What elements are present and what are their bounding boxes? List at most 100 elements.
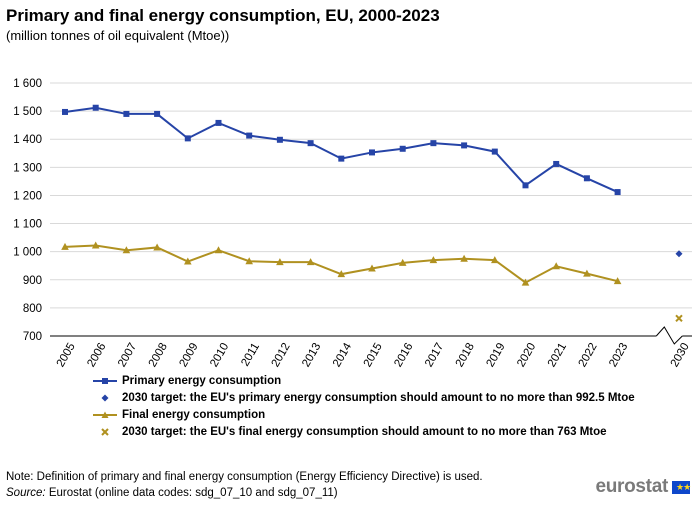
y-tick-label: 1 600 — [13, 78, 42, 90]
footnote: Note: Definition of primary and final en… — [6, 471, 483, 483]
y-tick-label: 700 — [23, 331, 42, 343]
legend-label-final-target: 2030 target: the EU's final energy consu… — [122, 425, 607, 438]
x-tick-label: 2006 — [85, 341, 108, 369]
primary-point — [522, 182, 529, 189]
x-tick-label: 2020 — [515, 341, 538, 369]
final-point — [521, 278, 530, 286]
final-point — [491, 256, 499, 264]
source-text: Eurostat (online data codes: sdg_07_10 a… — [45, 487, 338, 499]
final-point — [61, 242, 69, 250]
final-point — [583, 269, 591, 277]
chart-subtitle: (million tonnes of oil equivalent (Mtoe)… — [6, 28, 230, 43]
logo-text: eurostat — [595, 476, 668, 497]
primary-point — [62, 108, 68, 115]
y-tick-label: 1 300 — [13, 162, 42, 174]
chart-area: 700 800 900 1 000 1 100 1 200 1 300 1 400 1 500 1… — [13, 78, 692, 370]
series-markers — [61, 104, 683, 322]
x-tick-label: 2014 — [331, 341, 354, 370]
final-point — [613, 277, 622, 285]
final-point — [398, 258, 407, 266]
primary-point — [369, 149, 375, 156]
legend-label-primary-target: 2030 target: the EU's primary energy con… — [122, 391, 635, 404]
primary-energy-line — [64, 106, 619, 193]
source-line: Source: Eurostat (online data codes: sdg… — [6, 487, 338, 499]
gridlines — [50, 82, 692, 309]
x-axis-ticks: 2005 2006 2007 2008 2009 2010 2011 2012 2013 2014… — [55, 341, 692, 370]
y-tick-label: 800 — [23, 303, 42, 315]
legend-symbol-final-target — [101, 427, 109, 436]
primary-point — [276, 136, 283, 143]
final-point — [337, 270, 346, 278]
primary-point — [246, 132, 253, 139]
y-tick-label: 900 — [23, 275, 42, 287]
final-point — [153, 243, 161, 251]
x-axis — [50, 326, 692, 345]
final-point — [460, 254, 468, 262]
primary-point — [154, 110, 161, 117]
x-tick-label: 2018 — [454, 341, 477, 369]
final-point — [368, 264, 376, 272]
legend-label-final: Final energy consumption — [122, 408, 266, 421]
x-tick-label: 2007 — [116, 341, 139, 369]
x-tick-label: 2016 — [392, 341, 415, 369]
legend-item-final[interactable]: Final energy consumption — [92, 406, 635, 423]
primary-point — [583, 175, 590, 182]
legend: Primary energy consumption 2030 target: … — [92, 372, 635, 440]
x-tick-label: 2021 — [546, 341, 569, 369]
y-tick-label: 1 000 — [13, 247, 42, 259]
x-tick-label: 2010 — [208, 341, 231, 369]
x-tick-label: 2005 — [55, 341, 78, 369]
final-point — [306, 258, 315, 266]
primary-point — [184, 135, 191, 142]
primary-target-point — [675, 250, 683, 258]
x-tick-label: 2012 — [270, 341, 293, 369]
x-tick-label: 2030 — [669, 341, 692, 369]
legend-label-primary: Primary energy consumption — [122, 374, 282, 387]
legend-symbol-final — [93, 411, 117, 418]
y-tick-label: 1 400 — [13, 134, 42, 146]
y-tick-label: 1 100 — [13, 219, 42, 231]
eu-flag-icon: ★★ — [672, 480, 691, 494]
final-point — [91, 241, 100, 249]
x-tick-label: 2019 — [484, 341, 507, 369]
x-tick-label: 2009 — [177, 341, 200, 369]
x-tick-label: 2022 — [577, 341, 600, 369]
primary-point — [215, 119, 222, 126]
primary-point — [614, 189, 621, 196]
final-point — [245, 257, 253, 265]
legend-item-primary[interactable]: Primary energy consumption — [92, 372, 635, 389]
final-point — [122, 246, 131, 254]
primary-point — [461, 142, 468, 149]
x-tick-label: 2013 — [300, 341, 323, 369]
primary-point — [553, 160, 560, 167]
x-tick-label: 2017 — [423, 341, 446, 369]
y-axis-ticks: 700 800 900 1 000 1 100 1 200 1 300 1 400 1 500 1… — [13, 78, 42, 343]
primary-point — [399, 145, 406, 152]
legend-item-final-target[interactable]: 2030 target: the EU's final energy consu… — [92, 423, 635, 440]
final-target-point — [675, 314, 683, 322]
primary-point — [307, 140, 314, 147]
final-point — [184, 257, 192, 265]
final-point — [214, 246, 223, 254]
final-point — [552, 262, 560, 270]
final-point — [429, 256, 438, 264]
primary-point — [123, 110, 130, 117]
primary-point — [338, 155, 345, 162]
chart-title: Primary and final energy consumption, EU… — [6, 6, 440, 25]
y-tick-label: 1 500 — [13, 106, 42, 118]
final-point — [276, 258, 284, 266]
source-label: Source: — [6, 487, 46, 499]
axis-break — [655, 326, 683, 345]
x-tick-label: 2008 — [147, 341, 170, 369]
primary-point — [491, 148, 498, 155]
primary-point — [430, 140, 437, 147]
x-tick-label: 2015 — [362, 341, 385, 369]
x-tick-label: 2011 — [239, 341, 262, 368]
legend-symbol-primary — [93, 377, 117, 384]
y-tick-label: 1 200 — [13, 190, 42, 202]
legend-symbol-primary-target — [101, 394, 109, 401]
primary-point — [92, 104, 99, 111]
legend-item-primary-target[interactable]: 2030 target: the EU's primary energy con… — [92, 389, 635, 406]
x-tick-label: 2023 — [607, 341, 630, 369]
eurostat-logo[interactable]: eurostat ★★ — [595, 476, 691, 498]
